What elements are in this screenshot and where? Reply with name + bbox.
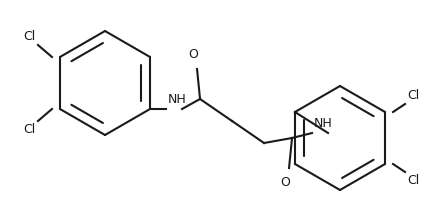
Text: O: O [279,176,290,189]
Text: Cl: Cl [24,123,36,136]
Text: Cl: Cl [406,174,418,187]
Text: NH: NH [168,93,186,106]
Text: NH: NH [313,117,332,130]
Text: O: O [187,48,198,61]
Text: Cl: Cl [406,89,418,102]
Text: Cl: Cl [24,30,36,43]
